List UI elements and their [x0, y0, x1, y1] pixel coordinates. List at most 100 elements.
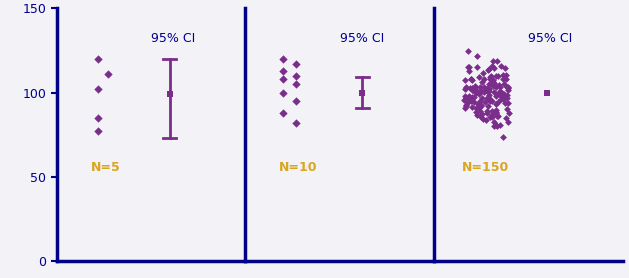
- Point: [93, 87, 103, 91]
- Point: [470, 84, 481, 89]
- Point: [467, 98, 477, 103]
- Point: [493, 100, 503, 105]
- Text: N=10: N=10: [279, 161, 318, 174]
- Point: [500, 95, 510, 99]
- Point: [503, 85, 513, 90]
- Point: [486, 75, 496, 80]
- Point: [495, 85, 505, 89]
- Point: [474, 106, 484, 110]
- Point: [489, 66, 499, 70]
- Point: [484, 89, 494, 93]
- Point: [487, 99, 497, 103]
- Point: [493, 73, 503, 78]
- Point: [278, 77, 288, 81]
- Point: [481, 111, 491, 115]
- Point: [501, 115, 511, 120]
- Point: [487, 109, 497, 113]
- Point: [487, 113, 497, 117]
- Point: [476, 103, 486, 107]
- Point: [501, 73, 511, 77]
- Point: [499, 66, 509, 70]
- Point: [357, 90, 367, 95]
- Point: [484, 82, 494, 86]
- Point: [291, 74, 301, 78]
- Point: [477, 80, 487, 85]
- Point: [468, 87, 478, 91]
- Point: [278, 68, 288, 73]
- Point: [494, 93, 504, 97]
- Point: [466, 77, 476, 81]
- Point: [93, 129, 103, 134]
- Point: [482, 89, 493, 93]
- Point: [496, 91, 506, 96]
- Point: [462, 96, 472, 101]
- Point: [503, 120, 513, 125]
- Point: [460, 87, 470, 91]
- Point: [482, 108, 492, 113]
- Point: [481, 99, 491, 104]
- Point: [472, 89, 482, 93]
- Point: [495, 89, 505, 93]
- Point: [461, 96, 471, 100]
- Point: [477, 111, 487, 116]
- Point: [467, 105, 477, 109]
- Point: [474, 75, 484, 79]
- Point: [471, 91, 481, 95]
- Point: [93, 57, 103, 61]
- Point: [472, 102, 482, 106]
- Point: [491, 114, 501, 118]
- Point: [487, 114, 498, 119]
- Point: [491, 110, 501, 115]
- Point: [484, 67, 494, 71]
- Point: [474, 92, 484, 96]
- Point: [496, 64, 506, 68]
- Point: [494, 90, 504, 95]
- Point: [503, 85, 513, 90]
- Point: [469, 95, 479, 99]
- Point: [499, 101, 509, 105]
- Point: [481, 87, 491, 92]
- Point: [503, 107, 513, 111]
- Point: [467, 95, 477, 99]
- Point: [93, 116, 103, 120]
- Point: [482, 68, 493, 72]
- Point: [491, 94, 501, 99]
- Point: [463, 65, 473, 69]
- Point: [278, 57, 288, 61]
- Point: [488, 82, 498, 86]
- Point: [486, 76, 496, 81]
- Point: [470, 89, 481, 94]
- Point: [499, 92, 509, 96]
- Point: [291, 62, 301, 66]
- Point: [489, 81, 499, 85]
- Point: [481, 118, 491, 122]
- Point: [481, 87, 491, 91]
- Point: [486, 74, 496, 79]
- Point: [501, 85, 511, 89]
- Point: [460, 98, 470, 103]
- Point: [501, 76, 511, 81]
- Text: 95% CI: 95% CI: [340, 33, 384, 45]
- Point: [494, 83, 504, 87]
- Point: [464, 100, 474, 104]
- Point: [461, 85, 471, 90]
- Point: [477, 71, 487, 76]
- Point: [489, 89, 499, 94]
- Point: [491, 111, 501, 116]
- Point: [482, 86, 493, 91]
- Point: [467, 86, 477, 91]
- Point: [465, 85, 475, 90]
- Point: [542, 90, 552, 95]
- Point: [492, 59, 502, 63]
- Point: [463, 98, 473, 102]
- Point: [485, 98, 495, 103]
- Point: [464, 68, 474, 73]
- Point: [484, 93, 494, 98]
- Point: [498, 73, 508, 78]
- Point: [291, 99, 301, 103]
- Point: [470, 85, 480, 90]
- Point: [503, 96, 513, 100]
- Point: [491, 84, 501, 89]
- Point: [502, 92, 512, 97]
- Point: [484, 86, 494, 91]
